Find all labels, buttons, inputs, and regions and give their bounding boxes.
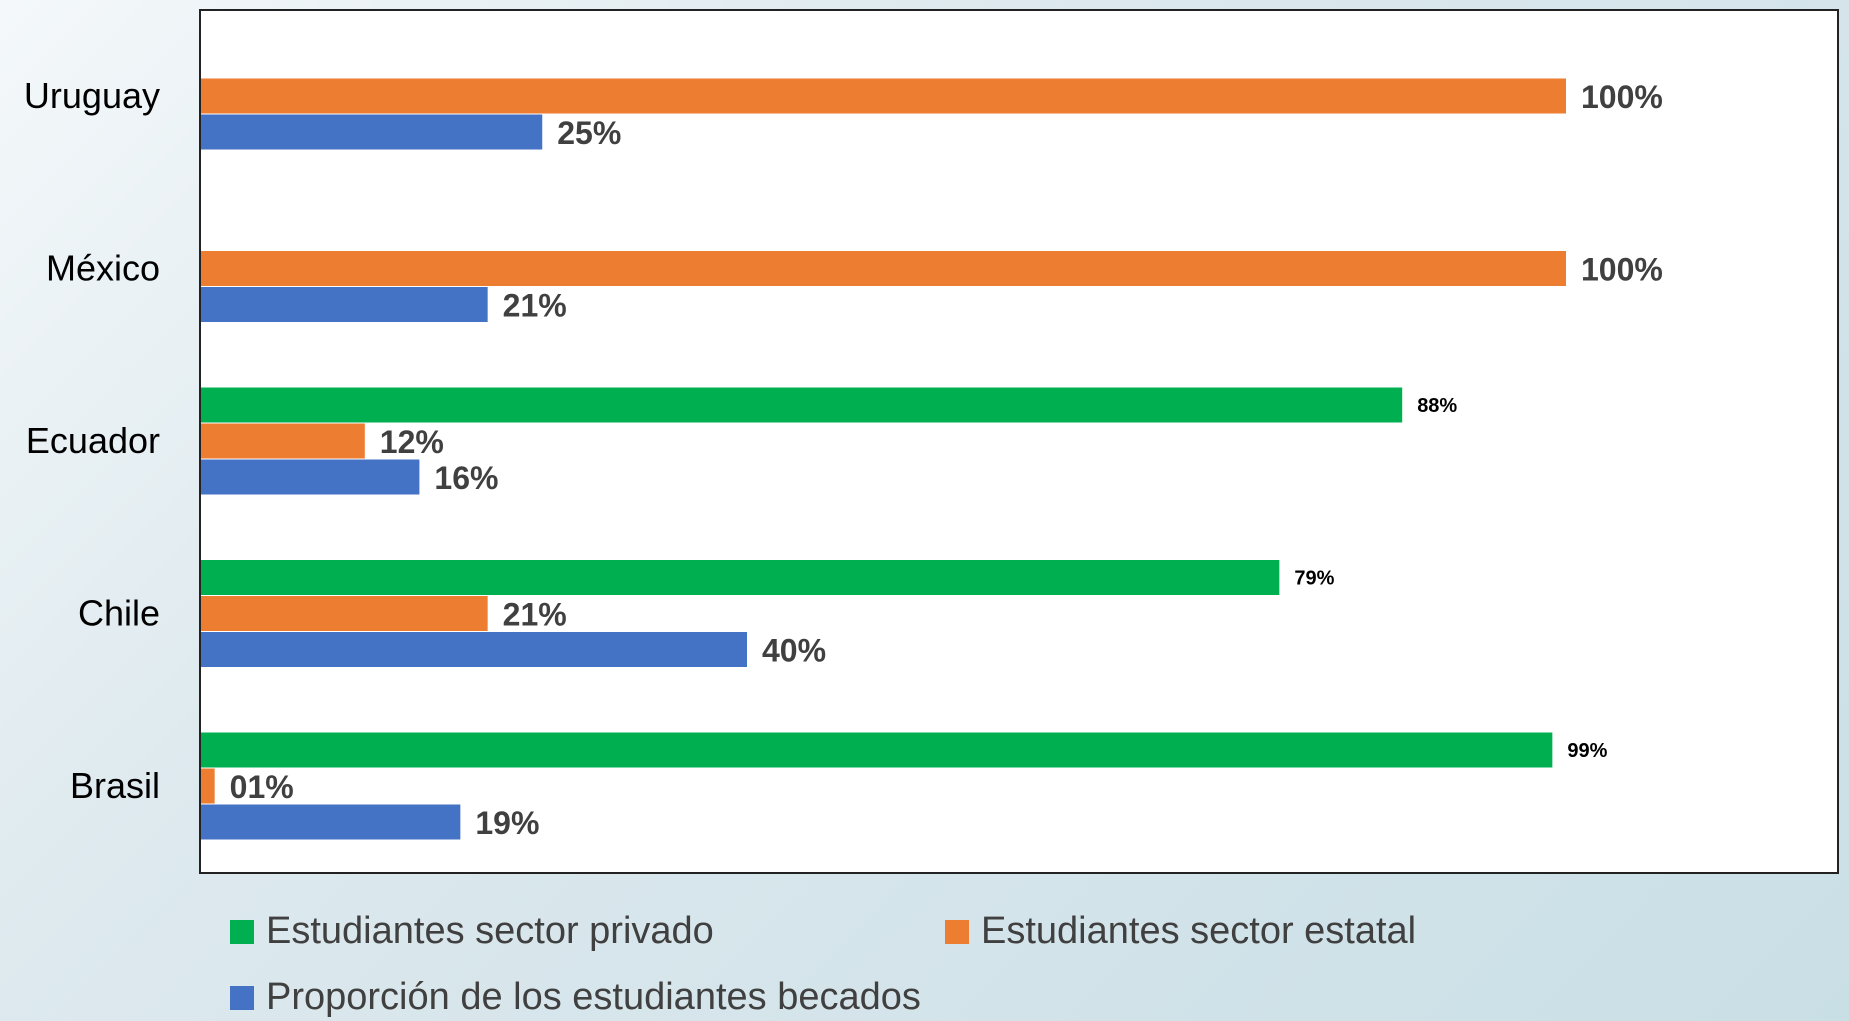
category-label: Chile: [78, 593, 160, 634]
legend-item-estatal: Estudiantes sector estatal: [945, 910, 1416, 953]
legend-item-becados: Proporción de los estudiantes becados: [230, 976, 921, 1019]
legend-label-becados: Proporción de los estudiantes becados: [266, 976, 921, 1018]
data-label-estatal: 21%: [503, 597, 567, 633]
bar-becados: [201, 114, 543, 150]
data-label-privado: 88%: [1417, 395, 1457, 417]
data-label-privado: 79%: [1294, 568, 1334, 590]
data-label-estatal: 100%: [1581, 252, 1663, 288]
data-label-becados: 25%: [557, 115, 621, 151]
legend-label-privado: Estudiantes sector privado: [266, 910, 714, 952]
legend-swatch-estatal: [945, 919, 969, 944]
legend-item-privado: Estudiantes sector privado: [230, 910, 714, 953]
bar-becados: [201, 459, 420, 495]
data-label-estatal: 01%: [230, 769, 294, 805]
category-label: Uruguay: [24, 75, 160, 116]
bar-becados: [201, 287, 488, 322]
data-label-becados: 40%: [762, 633, 826, 669]
category-label: México: [46, 248, 160, 289]
bar-estatal: [201, 251, 1566, 286]
bar-estatal: [201, 78, 1566, 114]
data-label-estatal: 12%: [380, 424, 444, 460]
bar-becados: [201, 632, 747, 667]
legend-swatch-privado: [230, 919, 254, 944]
bar-estatal: [201, 596, 488, 631]
bar-estatal: [201, 423, 365, 459]
legend-swatch-becados: [230, 985, 254, 1010]
legend-label-estatal: Estudiantes sector estatal: [981, 910, 1417, 952]
category-label: Brasil: [70, 765, 160, 806]
data-label-becados: 21%: [503, 288, 567, 324]
data-label-estatal: 100%: [1581, 79, 1663, 115]
category-label: Ecuador: [26, 420, 160, 461]
data-label-becados: 19%: [475, 805, 539, 841]
data-label-privado: 99%: [1567, 740, 1607, 762]
bar-estatal: [201, 768, 215, 804]
bar-privado: [201, 387, 1403, 423]
bar-becados: [201, 804, 461, 840]
data-label-becados: 16%: [434, 460, 498, 496]
bar-privado: [201, 732, 1553, 768]
bar-privado: [201, 560, 1280, 595]
plot-area: [199, 9, 1839, 874]
